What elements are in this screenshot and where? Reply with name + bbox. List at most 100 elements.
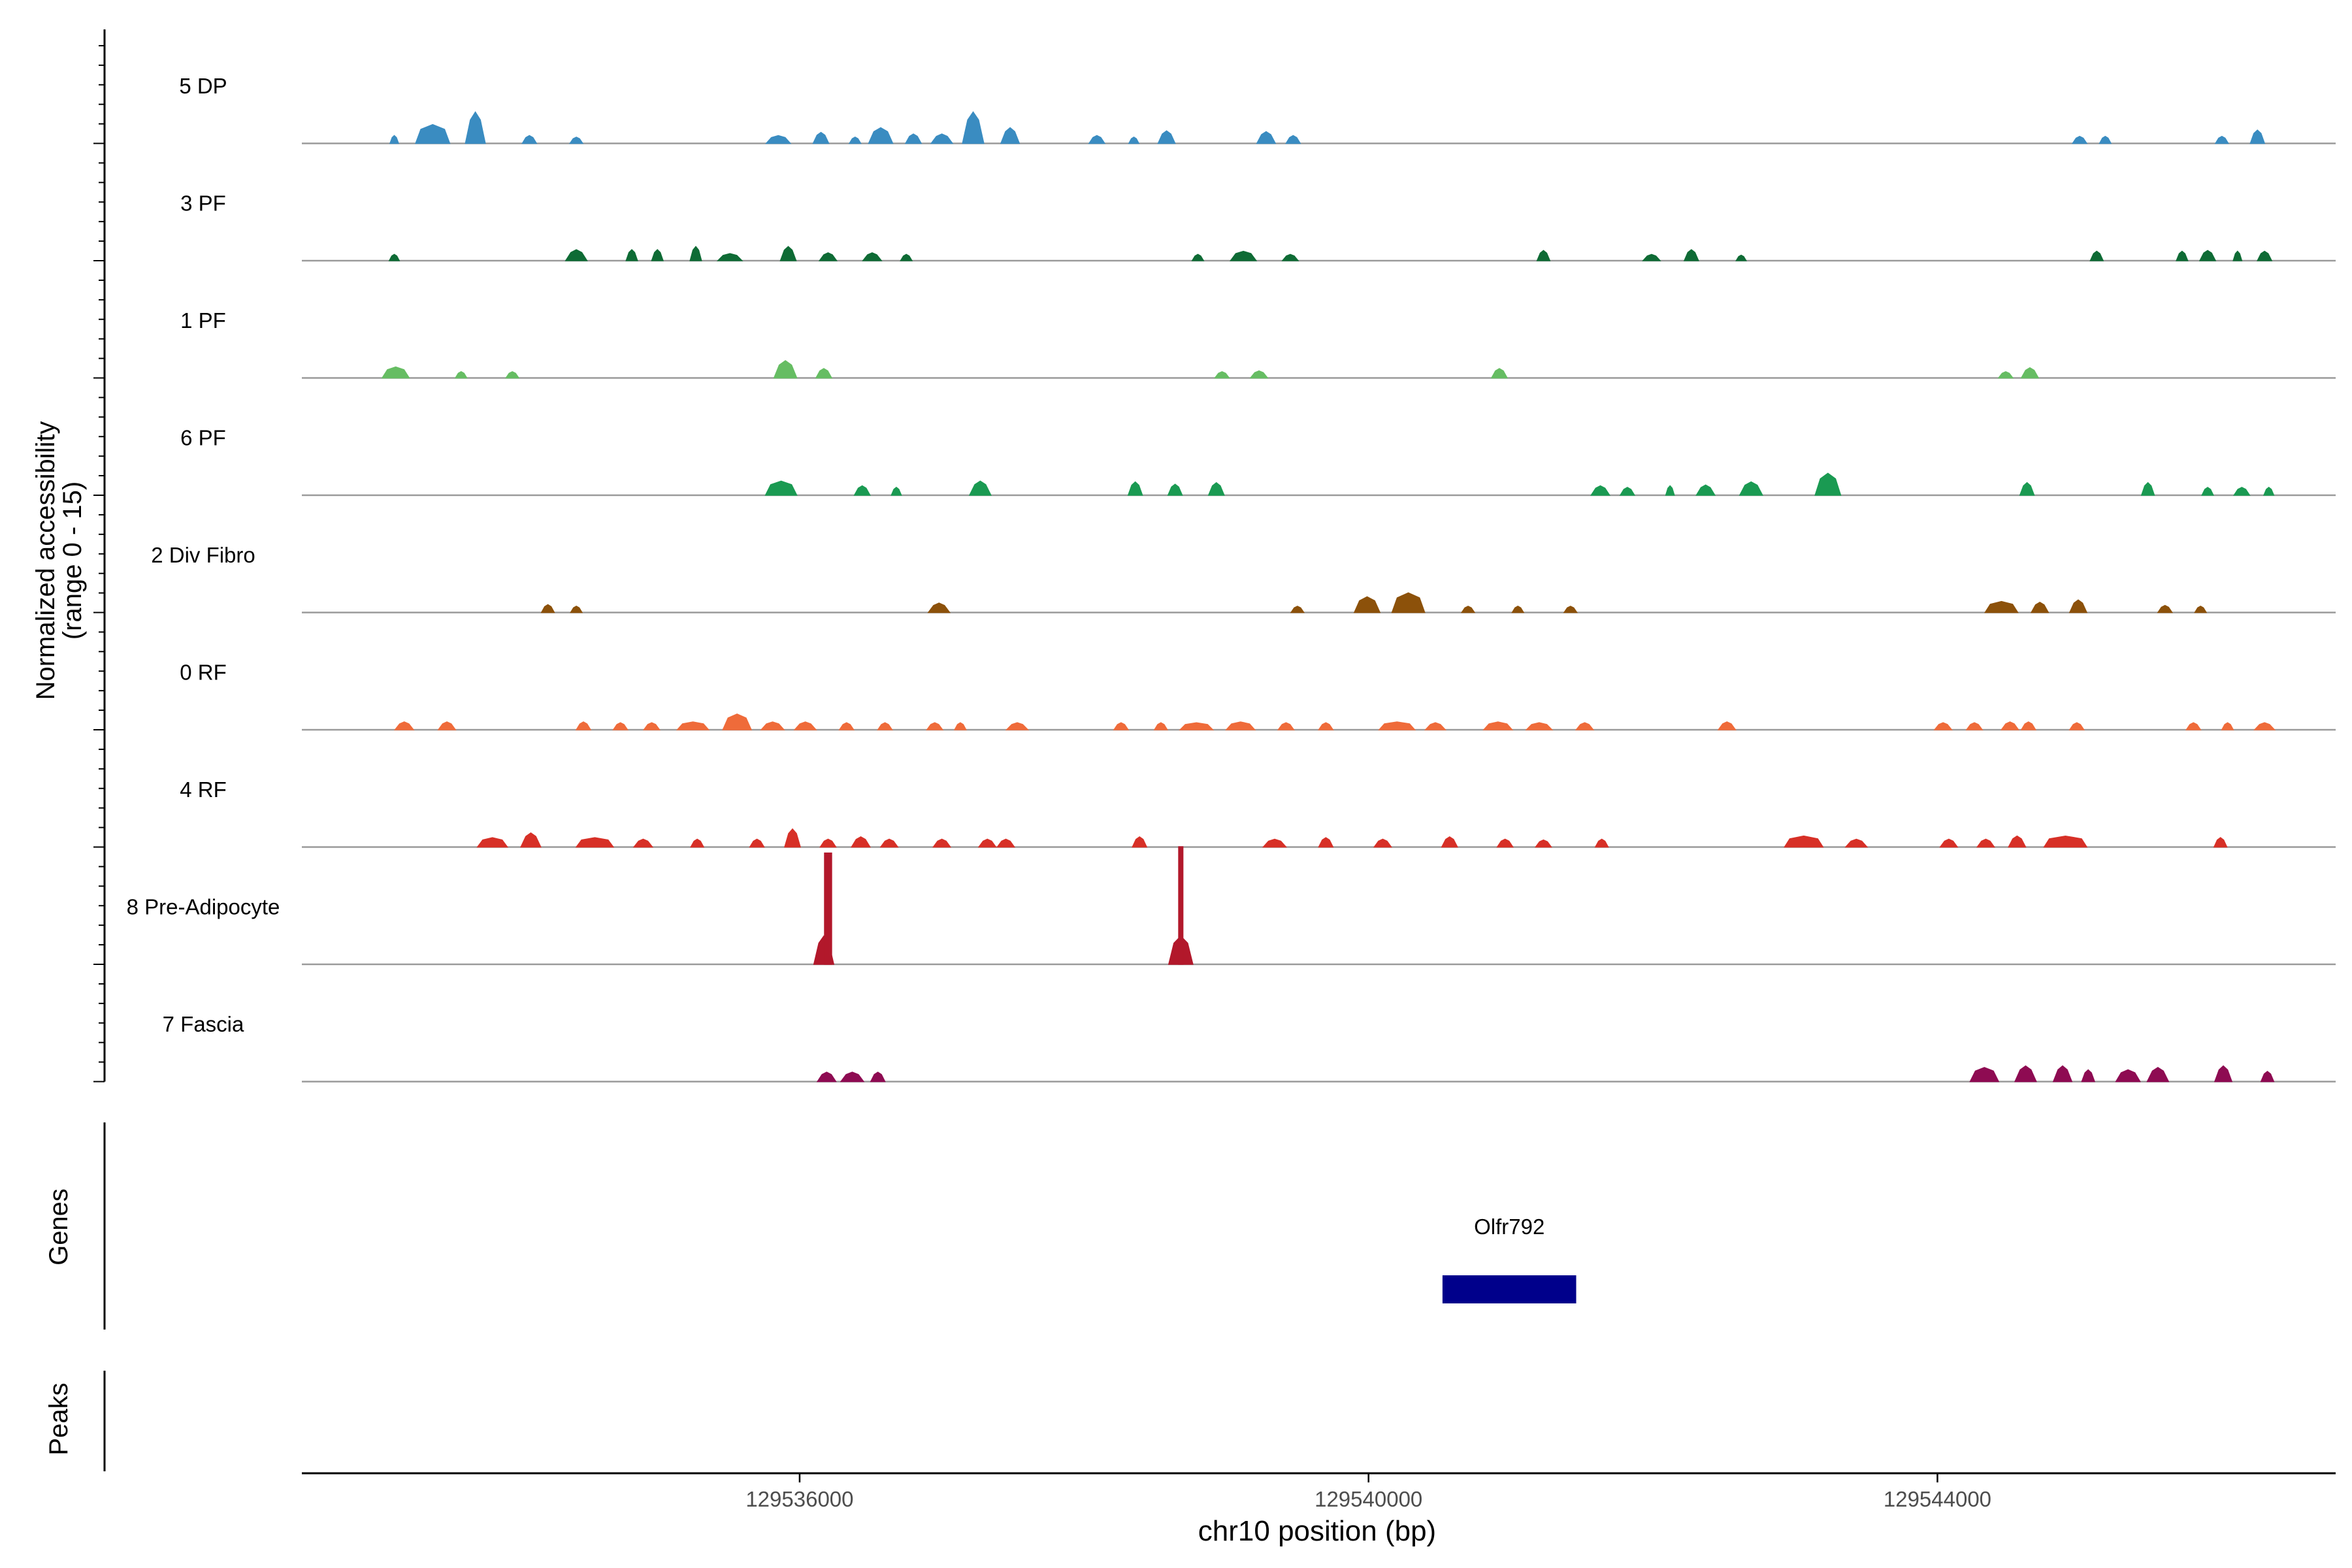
coverage-peak bbox=[2185, 722, 2202, 730]
coverage-peak bbox=[765, 135, 792, 144]
coverage-peak bbox=[868, 127, 894, 144]
coverage-peak bbox=[1969, 1067, 2000, 1083]
coverage-peak bbox=[1441, 836, 1458, 848]
coverage-peak bbox=[1262, 838, 1288, 848]
x-tick-label: 129536000 bbox=[745, 1487, 853, 1511]
coverage-peak bbox=[890, 487, 902, 496]
coverage-peak bbox=[812, 131, 830, 144]
coverage-peak bbox=[2198, 250, 2217, 261]
coverage-peak bbox=[2249, 129, 2266, 144]
coverage-peak bbox=[816, 1071, 837, 1083]
coverage-peak bbox=[2257, 250, 2273, 261]
track-label: 5 DP bbox=[179, 74, 227, 98]
coverage-peak bbox=[394, 721, 415, 730]
coverage-peak bbox=[1575, 722, 1595, 730]
coverage-peak bbox=[1285, 135, 1301, 144]
coverage-peak bbox=[977, 838, 997, 848]
coverage-peak bbox=[870, 1071, 886, 1083]
coverage-peak bbox=[476, 837, 509, 848]
coverage-peak bbox=[2019, 482, 2035, 496]
coverage-peak bbox=[2008, 835, 2027, 848]
coverage-peak bbox=[1378, 721, 1416, 730]
left-axis bbox=[93, 29, 106, 1471]
coverage-peak bbox=[2020, 721, 2036, 730]
coverage-peak bbox=[1207, 482, 1225, 496]
coverage-peak bbox=[651, 249, 664, 261]
coverage-peak bbox=[819, 838, 837, 848]
coverage-peak bbox=[381, 366, 410, 379]
coverage-peak bbox=[1277, 722, 1295, 730]
coverage-peak bbox=[689, 246, 702, 261]
coverage-peak bbox=[1191, 253, 1205, 261]
coverage-peak bbox=[749, 838, 765, 848]
coverage-peak bbox=[1525, 722, 1554, 730]
track-label: 3 PF bbox=[180, 191, 226, 216]
coverage-peak bbox=[564, 249, 588, 261]
coverage-peak bbox=[1128, 137, 1140, 144]
coverage-peak bbox=[1318, 837, 1334, 848]
coverage-peak bbox=[779, 246, 797, 261]
coverage-peak bbox=[1353, 596, 1381, 613]
coverage-peak bbox=[1717, 721, 1737, 730]
coverage-peak bbox=[1373, 838, 1392, 848]
coverage-peak bbox=[643, 722, 661, 730]
coverage-peak bbox=[824, 852, 832, 965]
coverage-peak bbox=[853, 485, 871, 496]
coverage-peak bbox=[2201, 487, 2214, 496]
gene-label: Olfr792 bbox=[1474, 1215, 1544, 1239]
coverage-peak bbox=[1256, 131, 1277, 144]
coverage-peak bbox=[815, 368, 833, 379]
coverage-peak bbox=[1496, 838, 1514, 848]
coverage-peak bbox=[1997, 371, 2014, 379]
coverage-peak bbox=[764, 480, 798, 496]
coverage-peak bbox=[1249, 370, 1269, 379]
coverage-peak bbox=[722, 713, 753, 730]
gene-body bbox=[1442, 1275, 1576, 1303]
coverage-peak bbox=[2014, 1065, 2037, 1083]
coverage-peak bbox=[575, 721, 592, 730]
coverage-peak bbox=[1536, 250, 1551, 261]
coverage-peak bbox=[996, 838, 1016, 848]
coverage-peak bbox=[848, 137, 862, 144]
track-label: 2 Div Fibro bbox=[151, 543, 255, 567]
coverage-peak bbox=[1005, 722, 1030, 730]
coverage-peak bbox=[2260, 1070, 2275, 1083]
coverage-peak bbox=[2099, 135, 2112, 144]
coverage-peak bbox=[1214, 371, 1230, 379]
coverage-peak bbox=[1984, 600, 2019, 613]
coverage-peak bbox=[932, 838, 952, 848]
coverage-peak bbox=[2020, 367, 2040, 379]
coverage-peak bbox=[570, 606, 583, 613]
coverage-peak bbox=[2140, 482, 2155, 496]
coverage-peak bbox=[2232, 250, 2243, 261]
coverage-peak bbox=[2253, 722, 2276, 730]
coverage-peak bbox=[1739, 481, 1763, 496]
x-axis: 129536000 129540000 129544000 bbox=[302, 1472, 2336, 1511]
x-axis-title: chr10 position (bp) bbox=[1198, 1515, 1436, 1547]
y-axis-title: Normalized accessibility bbox=[31, 421, 60, 700]
coverage-peak bbox=[1590, 485, 1611, 496]
coverage-peak bbox=[962, 111, 985, 144]
coverage-peak bbox=[851, 836, 872, 848]
coverage-peak bbox=[1318, 722, 1334, 730]
coverage-peak bbox=[1132, 836, 1148, 848]
coverage-peak bbox=[1844, 838, 1869, 848]
coverage-peak bbox=[520, 832, 542, 848]
coverage-peak bbox=[1482, 721, 1514, 730]
coverage-peak bbox=[1683, 249, 1699, 261]
coverage-peak bbox=[1127, 481, 1143, 496]
coverage-peak bbox=[1619, 487, 1636, 496]
coverage-peak bbox=[793, 721, 817, 730]
coverage-peak bbox=[2157, 604, 2174, 613]
coverage-peak bbox=[927, 602, 951, 613]
coverage-peak bbox=[1157, 130, 1176, 144]
track-label: 1 PF bbox=[180, 308, 226, 333]
coverage-peak bbox=[1735, 254, 1748, 261]
coverage-peak bbox=[389, 135, 400, 144]
coverage-peak bbox=[676, 721, 710, 730]
coverage-peak bbox=[877, 722, 893, 730]
coverage-peak bbox=[930, 133, 954, 144]
coverage-peak bbox=[2213, 837, 2228, 848]
coverage-peak bbox=[879, 838, 899, 848]
coverage-peak bbox=[904, 133, 923, 144]
